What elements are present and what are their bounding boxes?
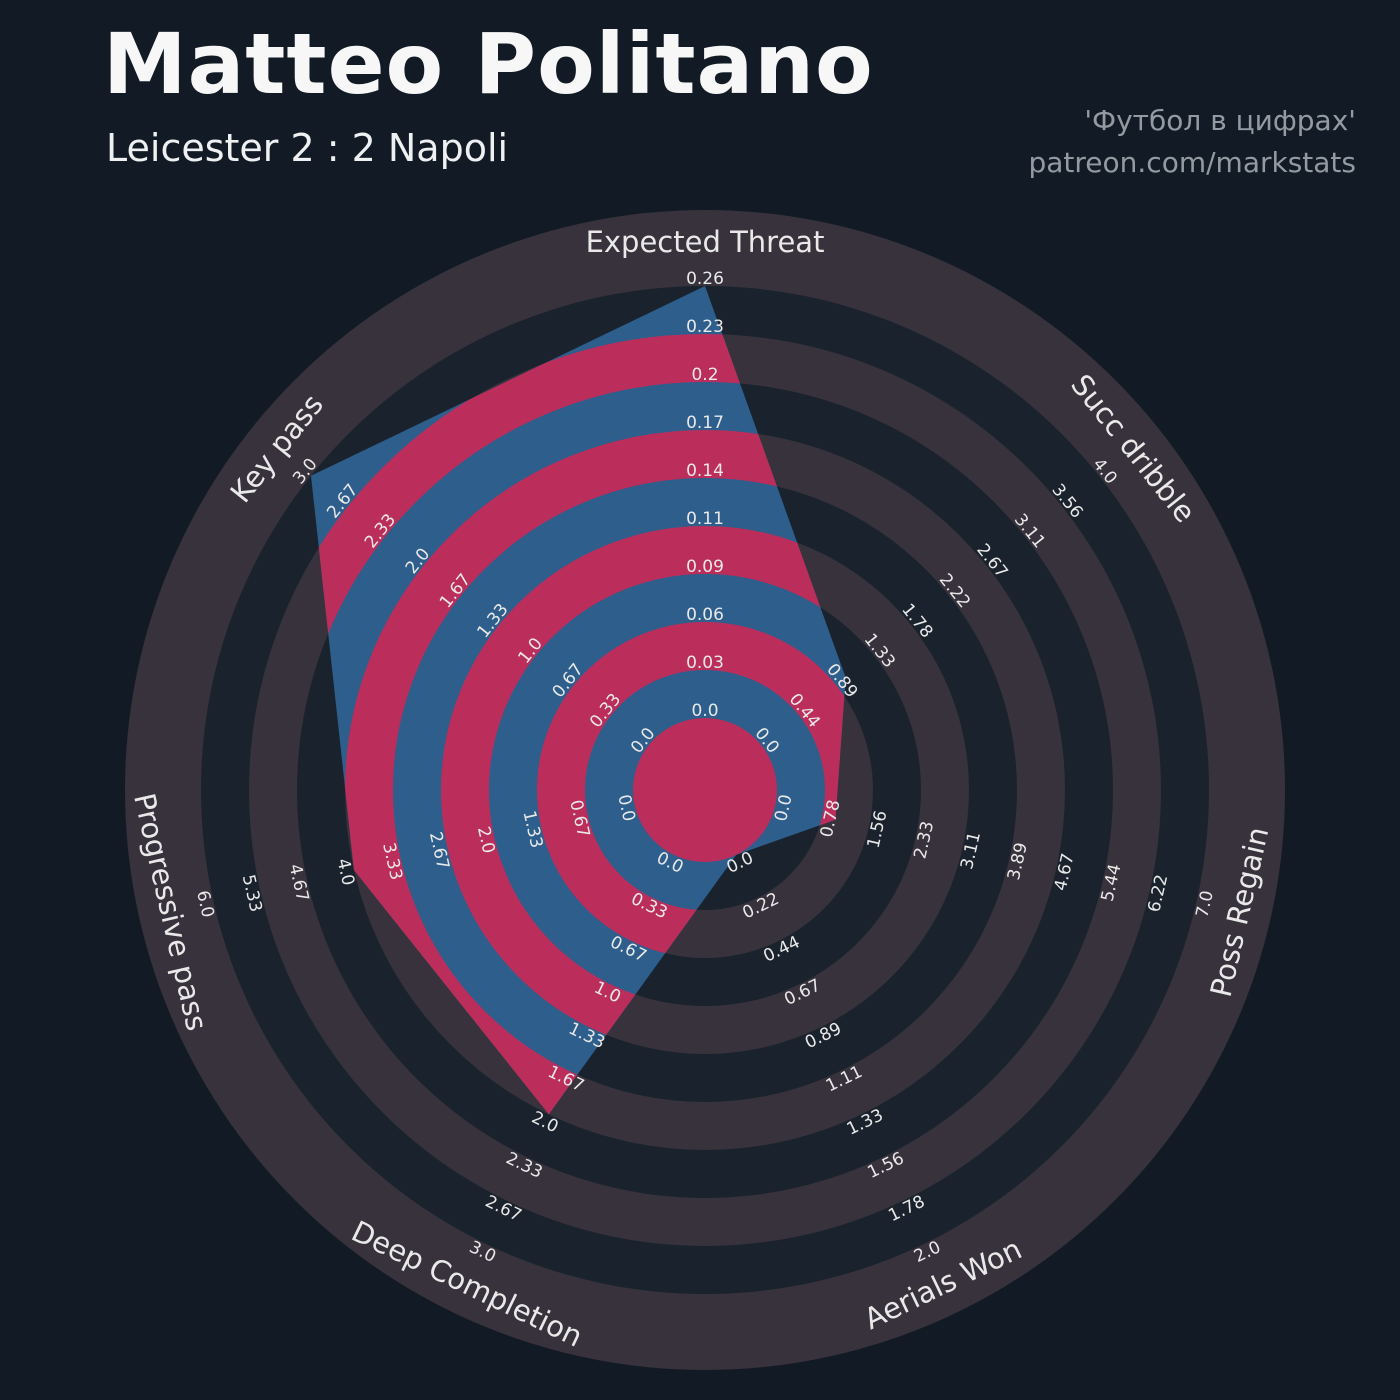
tick-label: 0.11 bbox=[686, 509, 724, 529]
tick-label: 0.23 bbox=[686, 317, 724, 337]
tick-label: 0.06 bbox=[686, 605, 724, 625]
tick-label: 0.0 bbox=[691, 701, 718, 721]
tick-label: 0.09 bbox=[686, 557, 724, 577]
page-title: Matteo Politano bbox=[103, 15, 874, 113]
credit-line-brand: 'Футбол в цифрах' bbox=[1084, 104, 1356, 137]
tick-label: 0.26 bbox=[686, 269, 724, 289]
tick-label: 0.17 bbox=[686, 413, 724, 433]
radar-inner-rings bbox=[311, 334, 846, 1115]
axis-label-expected-threat: Expected Threat bbox=[586, 225, 825, 259]
tick-label: 0.2 bbox=[691, 365, 718, 385]
tick-label: 0.14 bbox=[686, 461, 724, 481]
axis-ticks-0: 0.0 0.03 0.06 0.09 0.11 0.14 0.17 0.2 0.23 0.26 bbox=[686, 269, 724, 721]
axis-ticks-5: 0.00.671.332.02.673.334.04.675.336.0 bbox=[192, 793, 639, 920]
credit-line-patreon: patreon.com/markstats bbox=[1028, 146, 1357, 179]
match-score-subtitle: Leicester 2 : 2 Napoli bbox=[106, 126, 509, 170]
credits-block: 'Футбол в цифрах' patreon.com/markstats bbox=[1029, 100, 1357, 184]
tick-label: 0.03 bbox=[686, 653, 724, 673]
